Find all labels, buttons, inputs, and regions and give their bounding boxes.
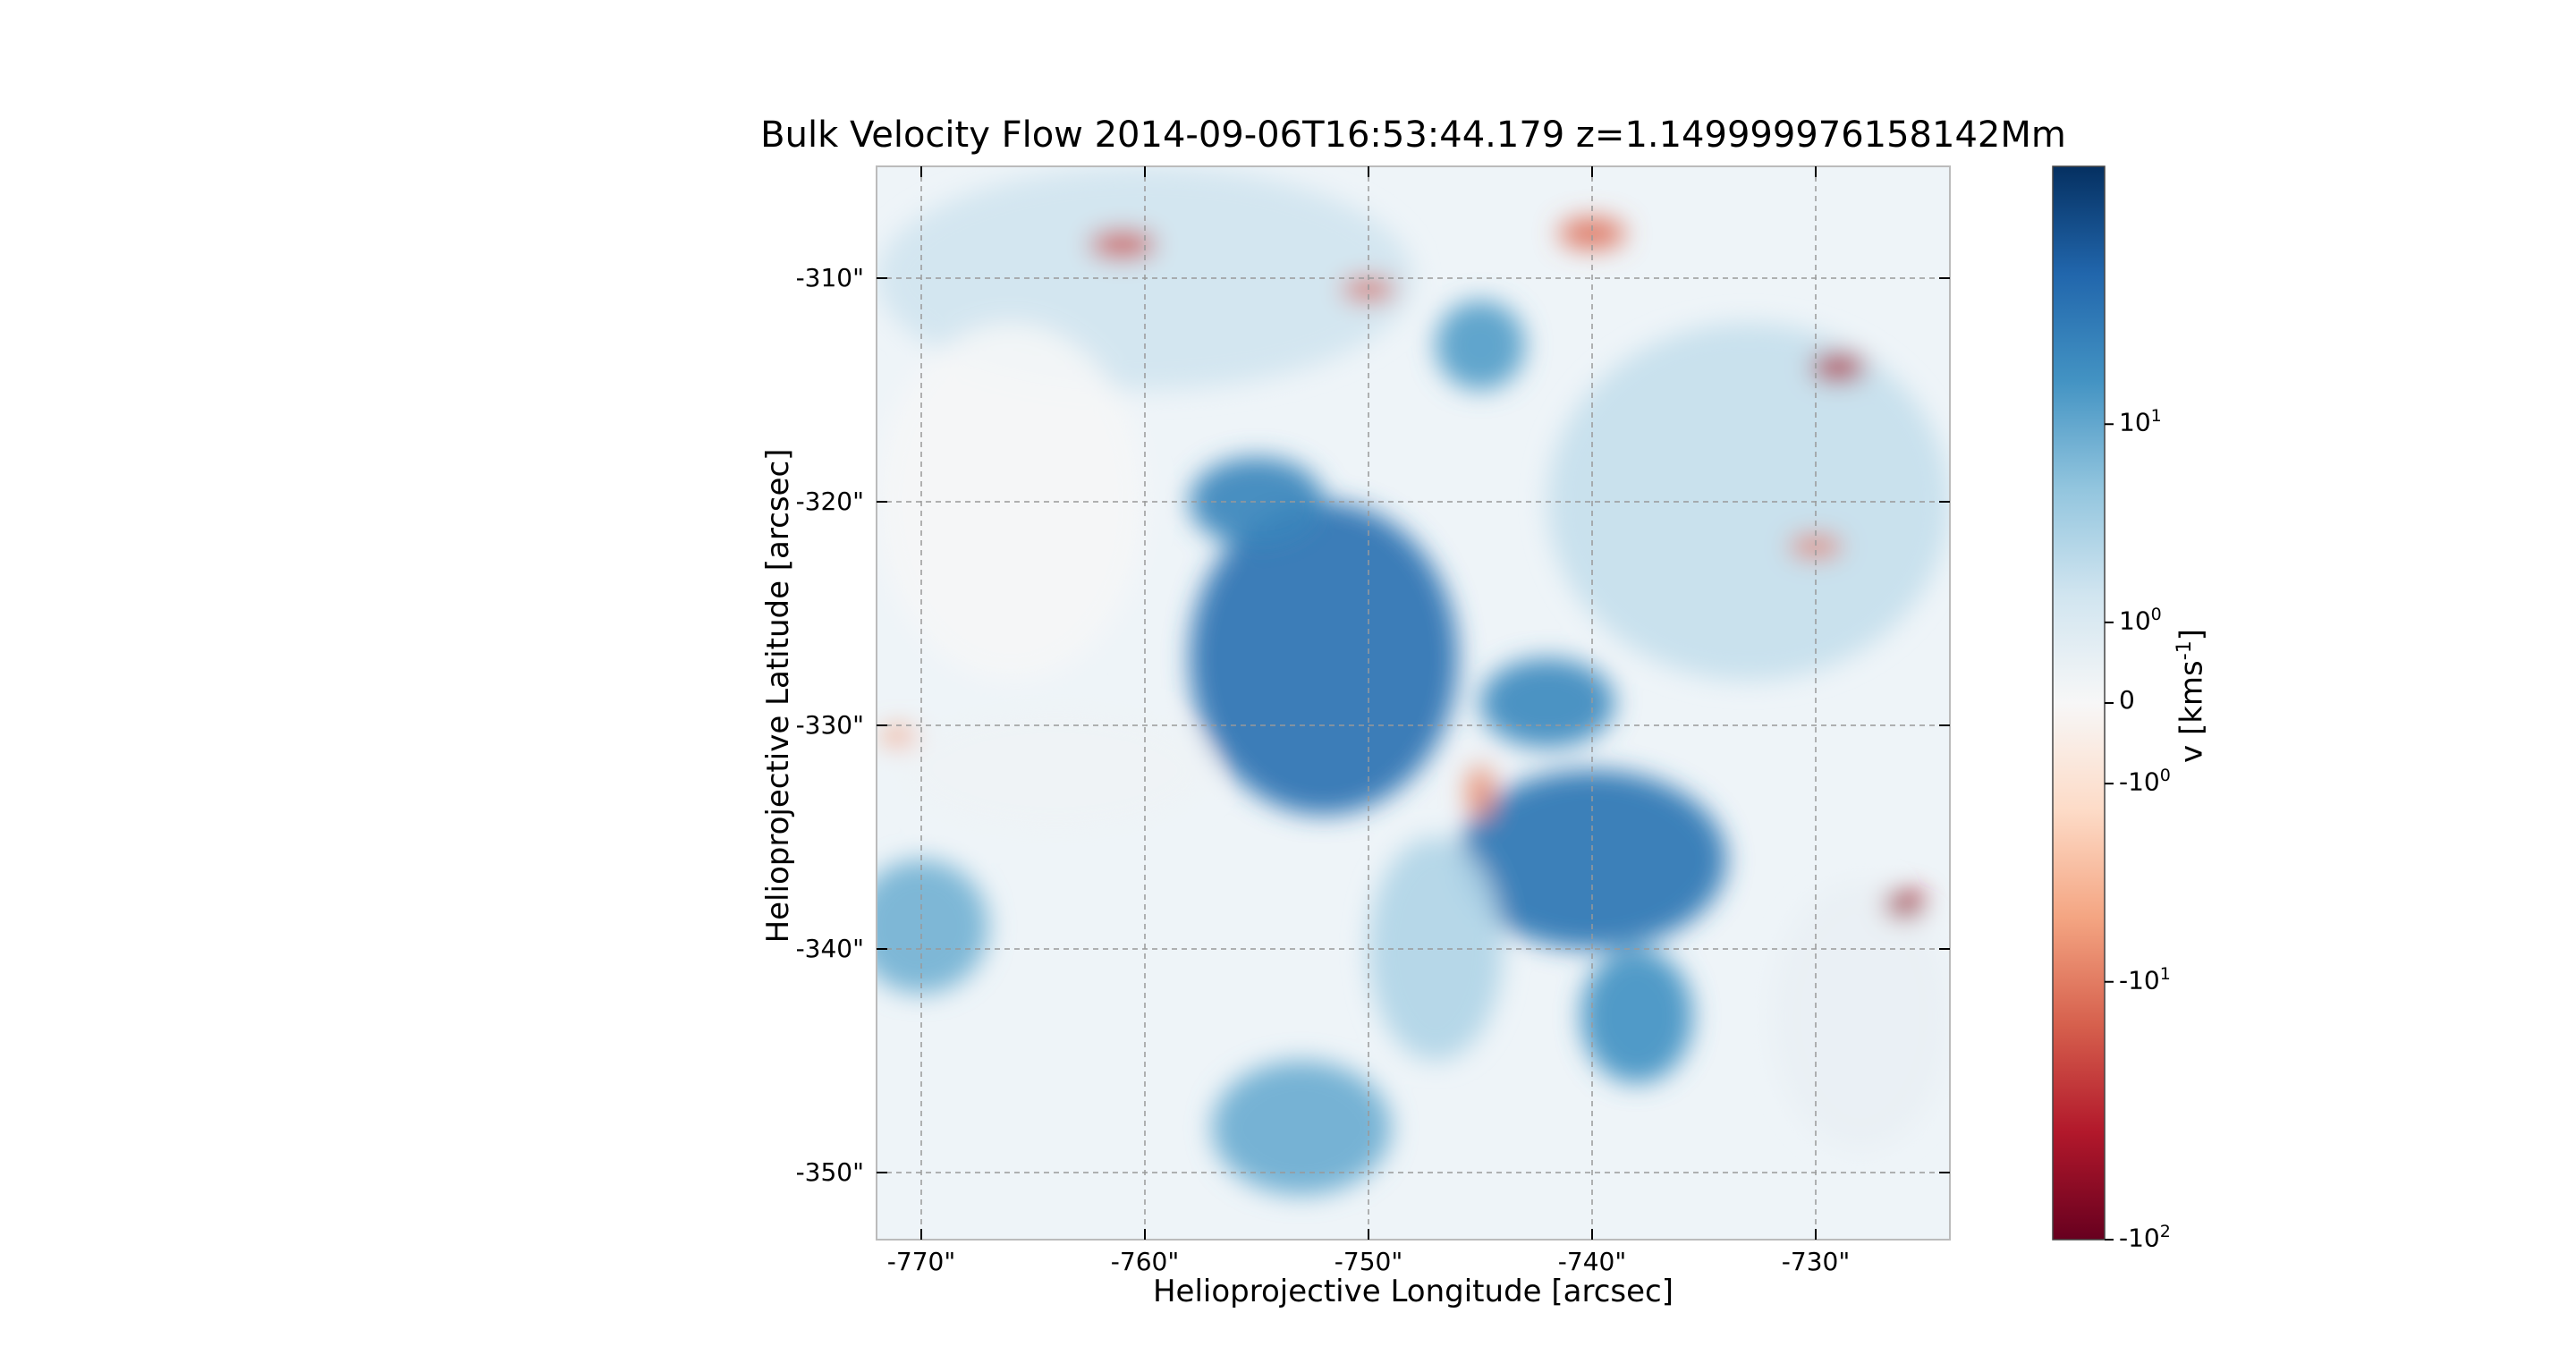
velocity-region (1480, 658, 1614, 748)
velocity-region (1212, 1061, 1391, 1195)
velocity-region (1190, 457, 1324, 546)
y-tick-label: -330" (795, 710, 864, 740)
y-tick-label: -350" (795, 1157, 864, 1187)
velocity-region (1089, 231, 1157, 258)
colorbar-tick-exponent: 1 (2150, 406, 2162, 427)
velocity-region (1885, 891, 1926, 918)
velocity-region (1811, 354, 1865, 381)
velocity-region (1547, 323, 1950, 681)
plot-frame (876, 165, 1951, 1241)
x-tick-label: -740" (1557, 1247, 1627, 1276)
colorbar-tick-label: -101 (2119, 964, 2226, 995)
x-tick-label: -760" (1110, 1247, 1180, 1276)
velocity-region (877, 860, 988, 994)
colorbar (2052, 165, 2114, 1241)
colorbar-ticks (2105, 423, 2114, 1241)
velocity-region (1558, 217, 1626, 250)
colorbar-tick-exponent: 2 (2159, 1222, 2171, 1241)
colorbar-tick-base: -10 (2119, 1223, 2160, 1253)
colorbar-tick-base: -10 (2119, 965, 2160, 995)
velocity-field (877, 166, 1950, 1195)
velocity-region (1467, 766, 1494, 819)
y-tick-label: -310" (795, 263, 864, 292)
chart-title: Bulk Velocity Flow 2014-09-06T16:53:44.1… (760, 114, 2066, 156)
colorbar-tick-base: 0 (2119, 685, 2135, 715)
velocity-region (881, 727, 917, 746)
colorbar-tick-exponent: 0 (2159, 766, 2171, 786)
colorbar-tick-exponent: 0 (2150, 604, 2162, 624)
x-axis-ticks (920, 166, 1817, 1240)
colorbar-gradient (2053, 166, 2105, 1240)
colorbar-tick-label: 101 (2119, 406, 2226, 436)
x-axis-label: Helioprojective Longitude [arcsec] (1152, 1274, 1674, 1309)
colorbar-tick-label: -102 (2119, 1222, 2226, 1252)
velocity-region (1436, 301, 1525, 390)
x-tick-label: -730" (1781, 1247, 1851, 1276)
colorbar-tick-base: 10 (2119, 407, 2151, 437)
colorbar-tick-base: -10 (2119, 766, 2160, 797)
y-tick-label: -320" (795, 487, 864, 516)
colorbar-tick-base: 10 (2119, 606, 2151, 636)
y-axis-ticks (877, 277, 1950, 1173)
velocity-region (1580, 949, 1693, 1083)
colorbar-label-exponent: -1 (2174, 640, 2196, 661)
velocity-region (1368, 837, 1503, 1061)
x-tick-label: -750" (1334, 1247, 1403, 1276)
velocity-region (899, 703, 1212, 837)
colorbar-tick-label: 100 (2119, 605, 2226, 635)
x-tick-label: -770" (886, 1247, 956, 1276)
velocity-region (877, 323, 1145, 681)
grid (877, 166, 1950, 1240)
velocity-region (1190, 502, 1458, 815)
velocity-region (1771, 882, 1950, 1150)
plot-area (876, 165, 1951, 1241)
colorbar-tick-label: -100 (2119, 766, 2226, 796)
colorbar-tick-label: 0 (2119, 685, 2226, 715)
colorbar-tick-exponent: 1 (2159, 963, 2171, 984)
y-tick-label: -340" (795, 934, 864, 963)
velocity-region (1789, 535, 1843, 558)
